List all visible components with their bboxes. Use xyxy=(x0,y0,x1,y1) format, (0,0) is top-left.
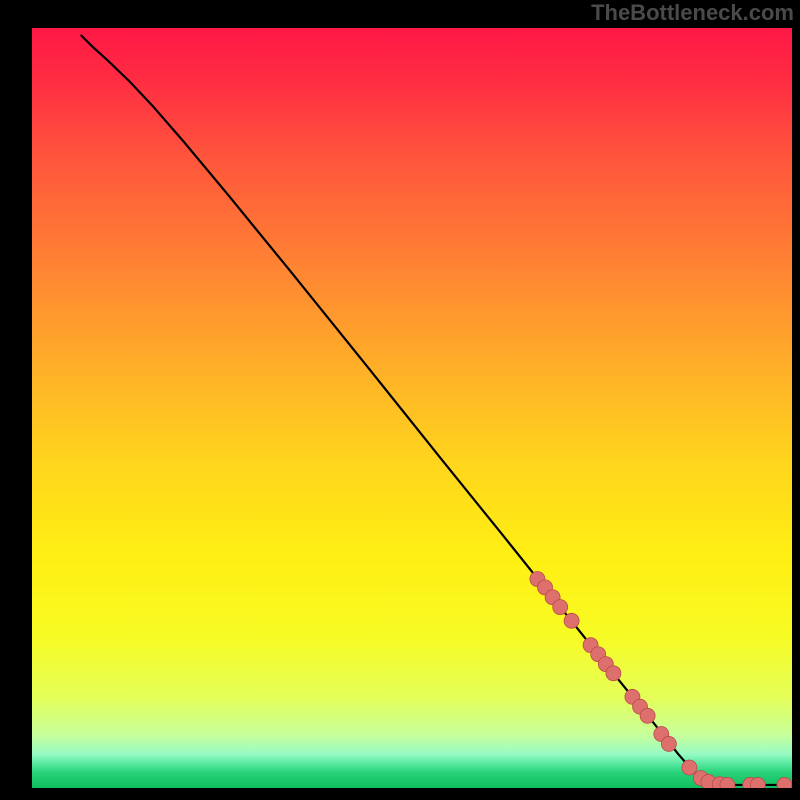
marker-point xyxy=(640,708,655,723)
plot-background xyxy=(32,28,792,788)
marker-point xyxy=(682,760,697,775)
marker-point xyxy=(564,613,579,628)
chart-svg xyxy=(32,28,792,788)
marker-point xyxy=(606,666,621,681)
plot-area xyxy=(32,28,792,788)
watermark-text: TheBottleneck.com xyxy=(591,0,794,26)
marker-point xyxy=(553,600,568,615)
marker-point xyxy=(661,736,676,751)
figure-container: TheBottleneck.com xyxy=(0,0,800,800)
